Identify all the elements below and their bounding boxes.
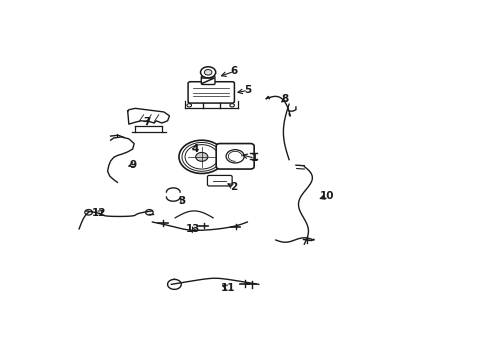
Text: 3: 3 <box>178 195 186 206</box>
Text: 1: 1 <box>251 153 259 163</box>
Text: 2: 2 <box>230 183 238 192</box>
Circle shape <box>226 150 245 163</box>
FancyBboxPatch shape <box>216 144 254 169</box>
Circle shape <box>200 67 216 78</box>
Text: 12: 12 <box>92 208 106 218</box>
Circle shape <box>230 104 234 107</box>
Text: 5: 5 <box>245 85 252 95</box>
FancyBboxPatch shape <box>201 76 215 85</box>
FancyBboxPatch shape <box>207 175 232 186</box>
Text: 10: 10 <box>320 191 334 201</box>
Circle shape <box>187 104 192 107</box>
Text: 8: 8 <box>282 94 289 104</box>
Circle shape <box>204 69 212 75</box>
Text: 9: 9 <box>130 159 137 170</box>
Text: 13: 13 <box>186 225 200 234</box>
Circle shape <box>196 152 208 161</box>
FancyBboxPatch shape <box>188 82 234 103</box>
Text: 11: 11 <box>221 283 236 293</box>
Circle shape <box>146 210 153 215</box>
Text: 6: 6 <box>230 67 238 76</box>
Text: 7: 7 <box>143 117 150 127</box>
Text: 4: 4 <box>192 144 199 153</box>
